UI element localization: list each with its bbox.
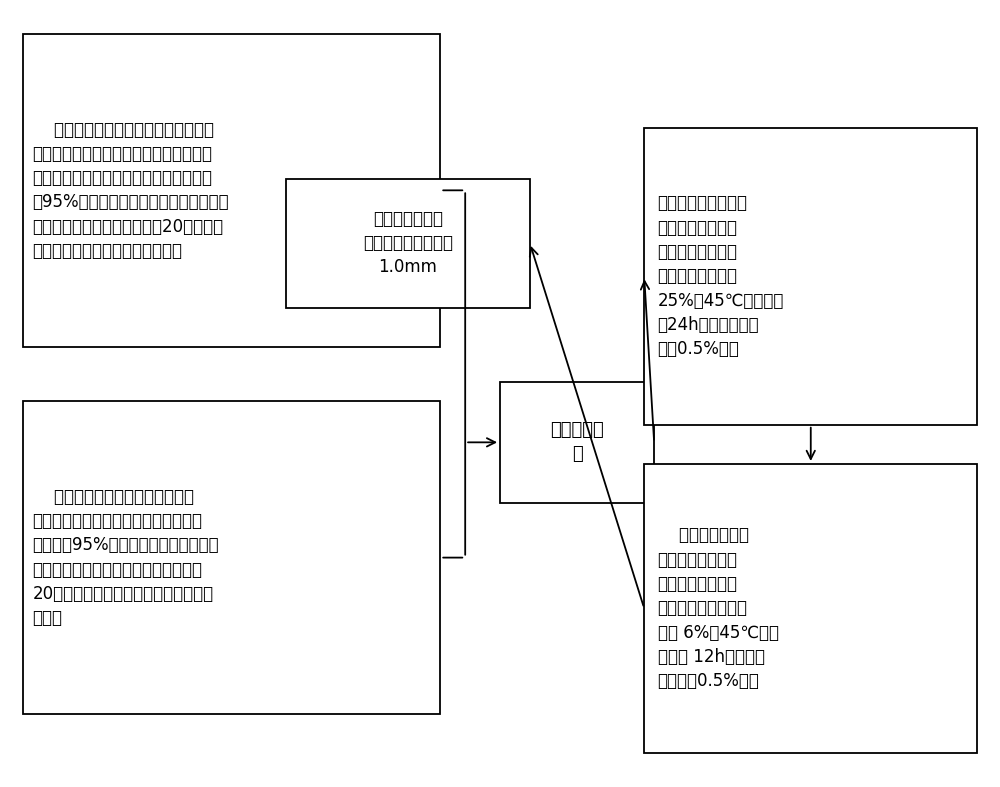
FancyBboxPatch shape bbox=[500, 382, 654, 503]
Text: 包载隔离衣：将检验
合格的双层片芯用
以上隔离衣包衣液
进行包衣，至增重
25%，45℃条件下干
燥24h，控制溶剂残
留在0.5%以下: 包载隔离衣：将检验 合格的双层片芯用 以上隔离衣包衣液 进行包衣，至增重 25%… bbox=[658, 194, 784, 358]
Text: 压制双层片
芯: 压制双层片 芯 bbox=[550, 421, 604, 464]
Text: 包载半透衣膜：
用以上所述控释包
衣液对片剂进一步
进行控释包衣，，至
增重 6%，45℃条件
下干燥 12h，控制溶
剂残留在0.5%以下: 包载半透衣膜： 用以上所述控释包 衣液对片剂进一步 进行控释包衣，，至 增重 6… bbox=[658, 527, 779, 690]
Text: 助推层：将以上所列助推层辅料
（除硬脂酸镁）混合均匀，加入流化床
中，喷入95%的乙醇水溶液进行制粒，
至合适大小，停止喷雾；干燥后颗粒过
20目整粒，最后加入: 助推层：将以上所列助推层辅料 （除硬脂酸镁）混合均匀，加入流化床 中，喷入95%… bbox=[33, 488, 219, 627]
Text: 采用机械打孔方
式进行打孔，孔内径
1.0mm: 采用机械打孔方 式进行打孔，孔内径 1.0mm bbox=[363, 210, 453, 276]
FancyBboxPatch shape bbox=[23, 34, 440, 346]
Text: 含药层：将单硝酸异山梨酯与含药层
其他各辅料（除硬脂酸镁）分别过一定目
数筛网后，混合均匀，加入流化床中，喷
入95%的乙醇水溶液进行制粒，至合适大
小，停止喷: 含药层：将单硝酸异山梨酯与含药层 其他各辅料（除硬脂酸镁）分别过一定目 数筛网后… bbox=[33, 120, 229, 260]
FancyBboxPatch shape bbox=[644, 464, 977, 753]
FancyBboxPatch shape bbox=[23, 401, 440, 714]
FancyBboxPatch shape bbox=[286, 179, 530, 308]
FancyBboxPatch shape bbox=[644, 127, 977, 425]
